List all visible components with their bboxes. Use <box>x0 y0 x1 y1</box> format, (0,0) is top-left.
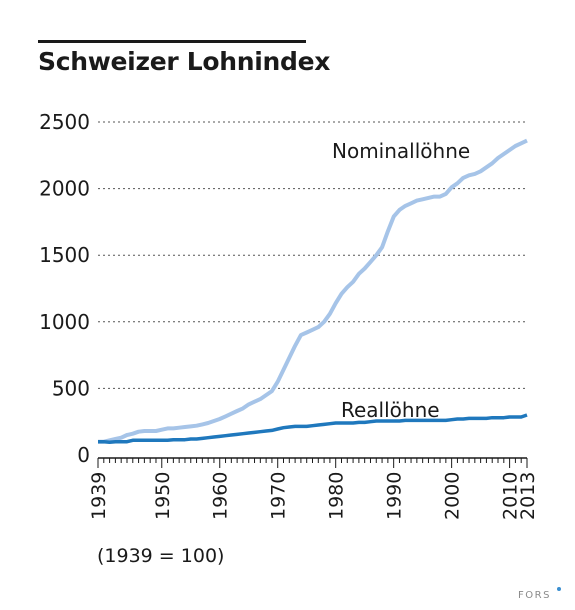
x-tick-label: 1980 <box>326 472 348 520</box>
y-tick-label: 500 <box>52 376 90 400</box>
series-line-real <box>98 413 528 445</box>
series-label-real: Reallöhne <box>341 398 440 422</box>
x-tick-label: 2013 <box>517 472 539 520</box>
x-tick-label: 2000 <box>442 472 464 520</box>
chart-title: Schweizer Lohnindex <box>38 47 331 76</box>
fors-logo: FORS <box>518 590 551 601</box>
x-tick-label: 2010 <box>500 472 522 520</box>
x-tick-label: 1960 <box>210 472 232 520</box>
y-tick-labels: 0 500 1000 1500 2000 2500 <box>39 110 90 467</box>
y-tick-label: 2500 <box>39 110 90 134</box>
base-year-note: (1939 = 100) <box>97 545 225 567</box>
x-tick-label: 1950 <box>152 472 174 520</box>
x-axis <box>97 457 528 468</box>
x-tick-label: 1990 <box>384 472 406 520</box>
series-line-nominal <box>98 138 528 444</box>
y-tick-label: 1000 <box>39 310 90 334</box>
y-tick-label: 1500 <box>39 243 90 267</box>
y-tick-label: 0 <box>77 443 90 467</box>
series-lines <box>98 138 528 445</box>
x-tick-label: 1939 <box>88 472 110 520</box>
x-tick-label: 1970 <box>268 472 290 520</box>
title-rule <box>38 40 306 43</box>
series-label-nominal: Nominallöhne <box>332 139 470 163</box>
grid-lines <box>98 121 527 389</box>
y-tick-label: 2000 <box>39 177 90 201</box>
logo-dot <box>557 587 561 591</box>
series-labels: Nominallöhne Reallöhne <box>332 139 470 422</box>
